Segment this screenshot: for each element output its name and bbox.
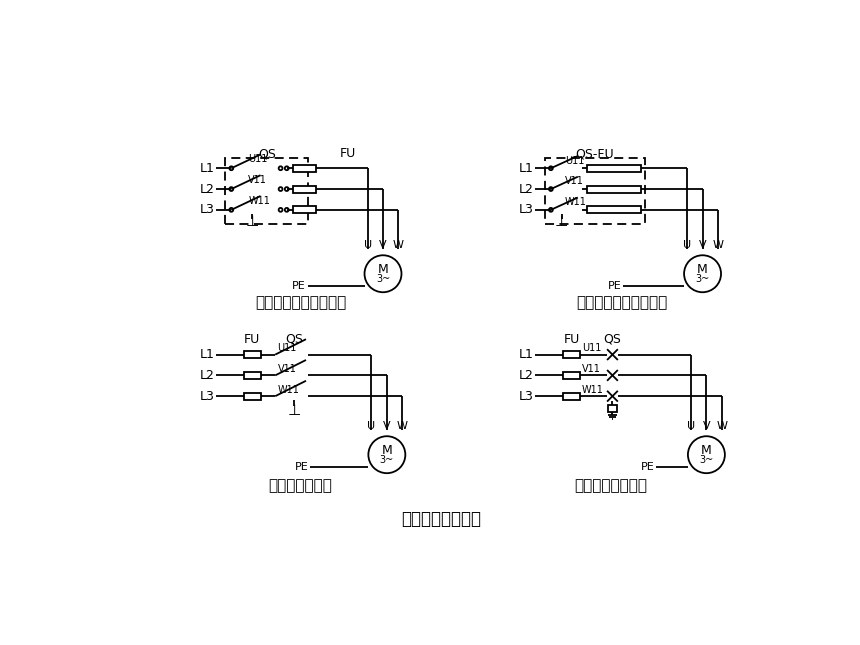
Text: V11: V11 [565, 176, 584, 186]
Circle shape [684, 255, 721, 292]
Bar [563, 351, 581, 358]
Text: L2: L2 [200, 369, 214, 382]
Text: W11: W11 [249, 195, 270, 206]
Text: 用封闭式负荷开关控制: 用封闭式负荷开关控制 [576, 295, 667, 310]
Circle shape [549, 187, 553, 191]
Text: L1: L1 [200, 162, 214, 175]
Text: W: W [393, 240, 404, 250]
Text: FU: FU [341, 147, 357, 160]
Text: 3~: 3~ [699, 455, 714, 465]
Text: V: V [703, 421, 710, 432]
Text: 用开启式负荷开关控制: 用开启式负荷开关控制 [255, 295, 347, 310]
Text: W11: W11 [278, 385, 299, 395]
Bar [587, 164, 641, 172]
Text: 用组合开关控制: 用组合开关控制 [268, 478, 333, 493]
Text: 3~: 3~ [696, 274, 709, 284]
Text: M: M [382, 444, 392, 457]
Text: 3~: 3~ [376, 274, 390, 284]
Text: V11: V11 [278, 364, 297, 374]
Bar [544, 158, 645, 224]
Text: V: V [383, 421, 390, 432]
Circle shape [230, 166, 233, 170]
Text: W11: W11 [581, 385, 604, 395]
Text: QS: QS [258, 147, 276, 160]
Text: U: U [367, 421, 376, 432]
Circle shape [285, 187, 289, 191]
Text: 用低压断路器控制: 用低压断路器控制 [574, 478, 648, 493]
Text: U: U [683, 240, 691, 250]
Text: ⊥: ⊥ [555, 214, 568, 229]
Bar [587, 186, 641, 192]
Circle shape [279, 166, 283, 170]
Text: W: W [396, 421, 408, 432]
Circle shape [279, 208, 283, 212]
Text: W: W [716, 421, 728, 432]
Text: L2: L2 [200, 183, 214, 195]
Circle shape [279, 187, 283, 191]
Bar [563, 393, 581, 400]
Circle shape [549, 166, 553, 170]
Text: U11: U11 [565, 155, 584, 166]
Bar [293, 206, 316, 213]
Text: U11: U11 [278, 343, 297, 353]
Circle shape [285, 208, 289, 212]
Text: PE: PE [292, 281, 306, 291]
Text: W: W [712, 240, 723, 250]
Text: U: U [687, 421, 695, 432]
Text: U: U [364, 240, 372, 250]
Text: M: M [701, 444, 712, 457]
Text: ⊥: ⊥ [245, 214, 259, 229]
Text: FU: FU [563, 333, 580, 346]
Text: M: M [697, 263, 708, 275]
Bar [587, 206, 641, 213]
Text: U11: U11 [581, 343, 601, 353]
Text: L1: L1 [519, 348, 534, 361]
Bar [608, 406, 617, 412]
Bar [243, 372, 261, 379]
Circle shape [230, 208, 233, 212]
Text: FU: FU [244, 333, 261, 346]
Text: L3: L3 [519, 203, 534, 216]
Text: U11: U11 [249, 154, 267, 164]
Bar [243, 393, 261, 400]
Text: L1: L1 [200, 348, 214, 361]
Text: 3~: 3~ [380, 455, 394, 465]
Text: PE: PE [608, 281, 622, 291]
Text: L3: L3 [200, 390, 214, 402]
Bar [293, 186, 316, 192]
Circle shape [365, 255, 402, 292]
Text: 手动正转控制电路: 手动正转控制电路 [401, 510, 481, 528]
Circle shape [368, 436, 405, 473]
Bar [563, 372, 581, 379]
Text: L2: L2 [519, 183, 534, 195]
Text: L3: L3 [519, 390, 534, 402]
Circle shape [230, 187, 233, 191]
Circle shape [688, 436, 725, 473]
Text: V: V [379, 240, 387, 250]
Bar [293, 164, 316, 172]
Text: PE: PE [641, 462, 654, 472]
Text: L3: L3 [200, 203, 214, 216]
Bar [243, 351, 261, 358]
Text: QS: QS [604, 333, 622, 346]
Text: W11: W11 [565, 197, 587, 207]
Text: V11: V11 [581, 364, 600, 374]
Text: L2: L2 [519, 369, 534, 382]
Circle shape [285, 166, 289, 170]
Text: M: M [378, 263, 389, 275]
Text: QS: QS [286, 333, 304, 346]
Text: V: V [698, 240, 706, 250]
Text: ⊥: ⊥ [288, 402, 301, 417]
Bar [225, 158, 308, 224]
Text: QS-FU: QS-FU [575, 147, 614, 160]
Circle shape [549, 208, 553, 212]
Text: PE: PE [295, 462, 308, 472]
Text: L1: L1 [519, 162, 534, 175]
Text: V11: V11 [249, 175, 267, 185]
